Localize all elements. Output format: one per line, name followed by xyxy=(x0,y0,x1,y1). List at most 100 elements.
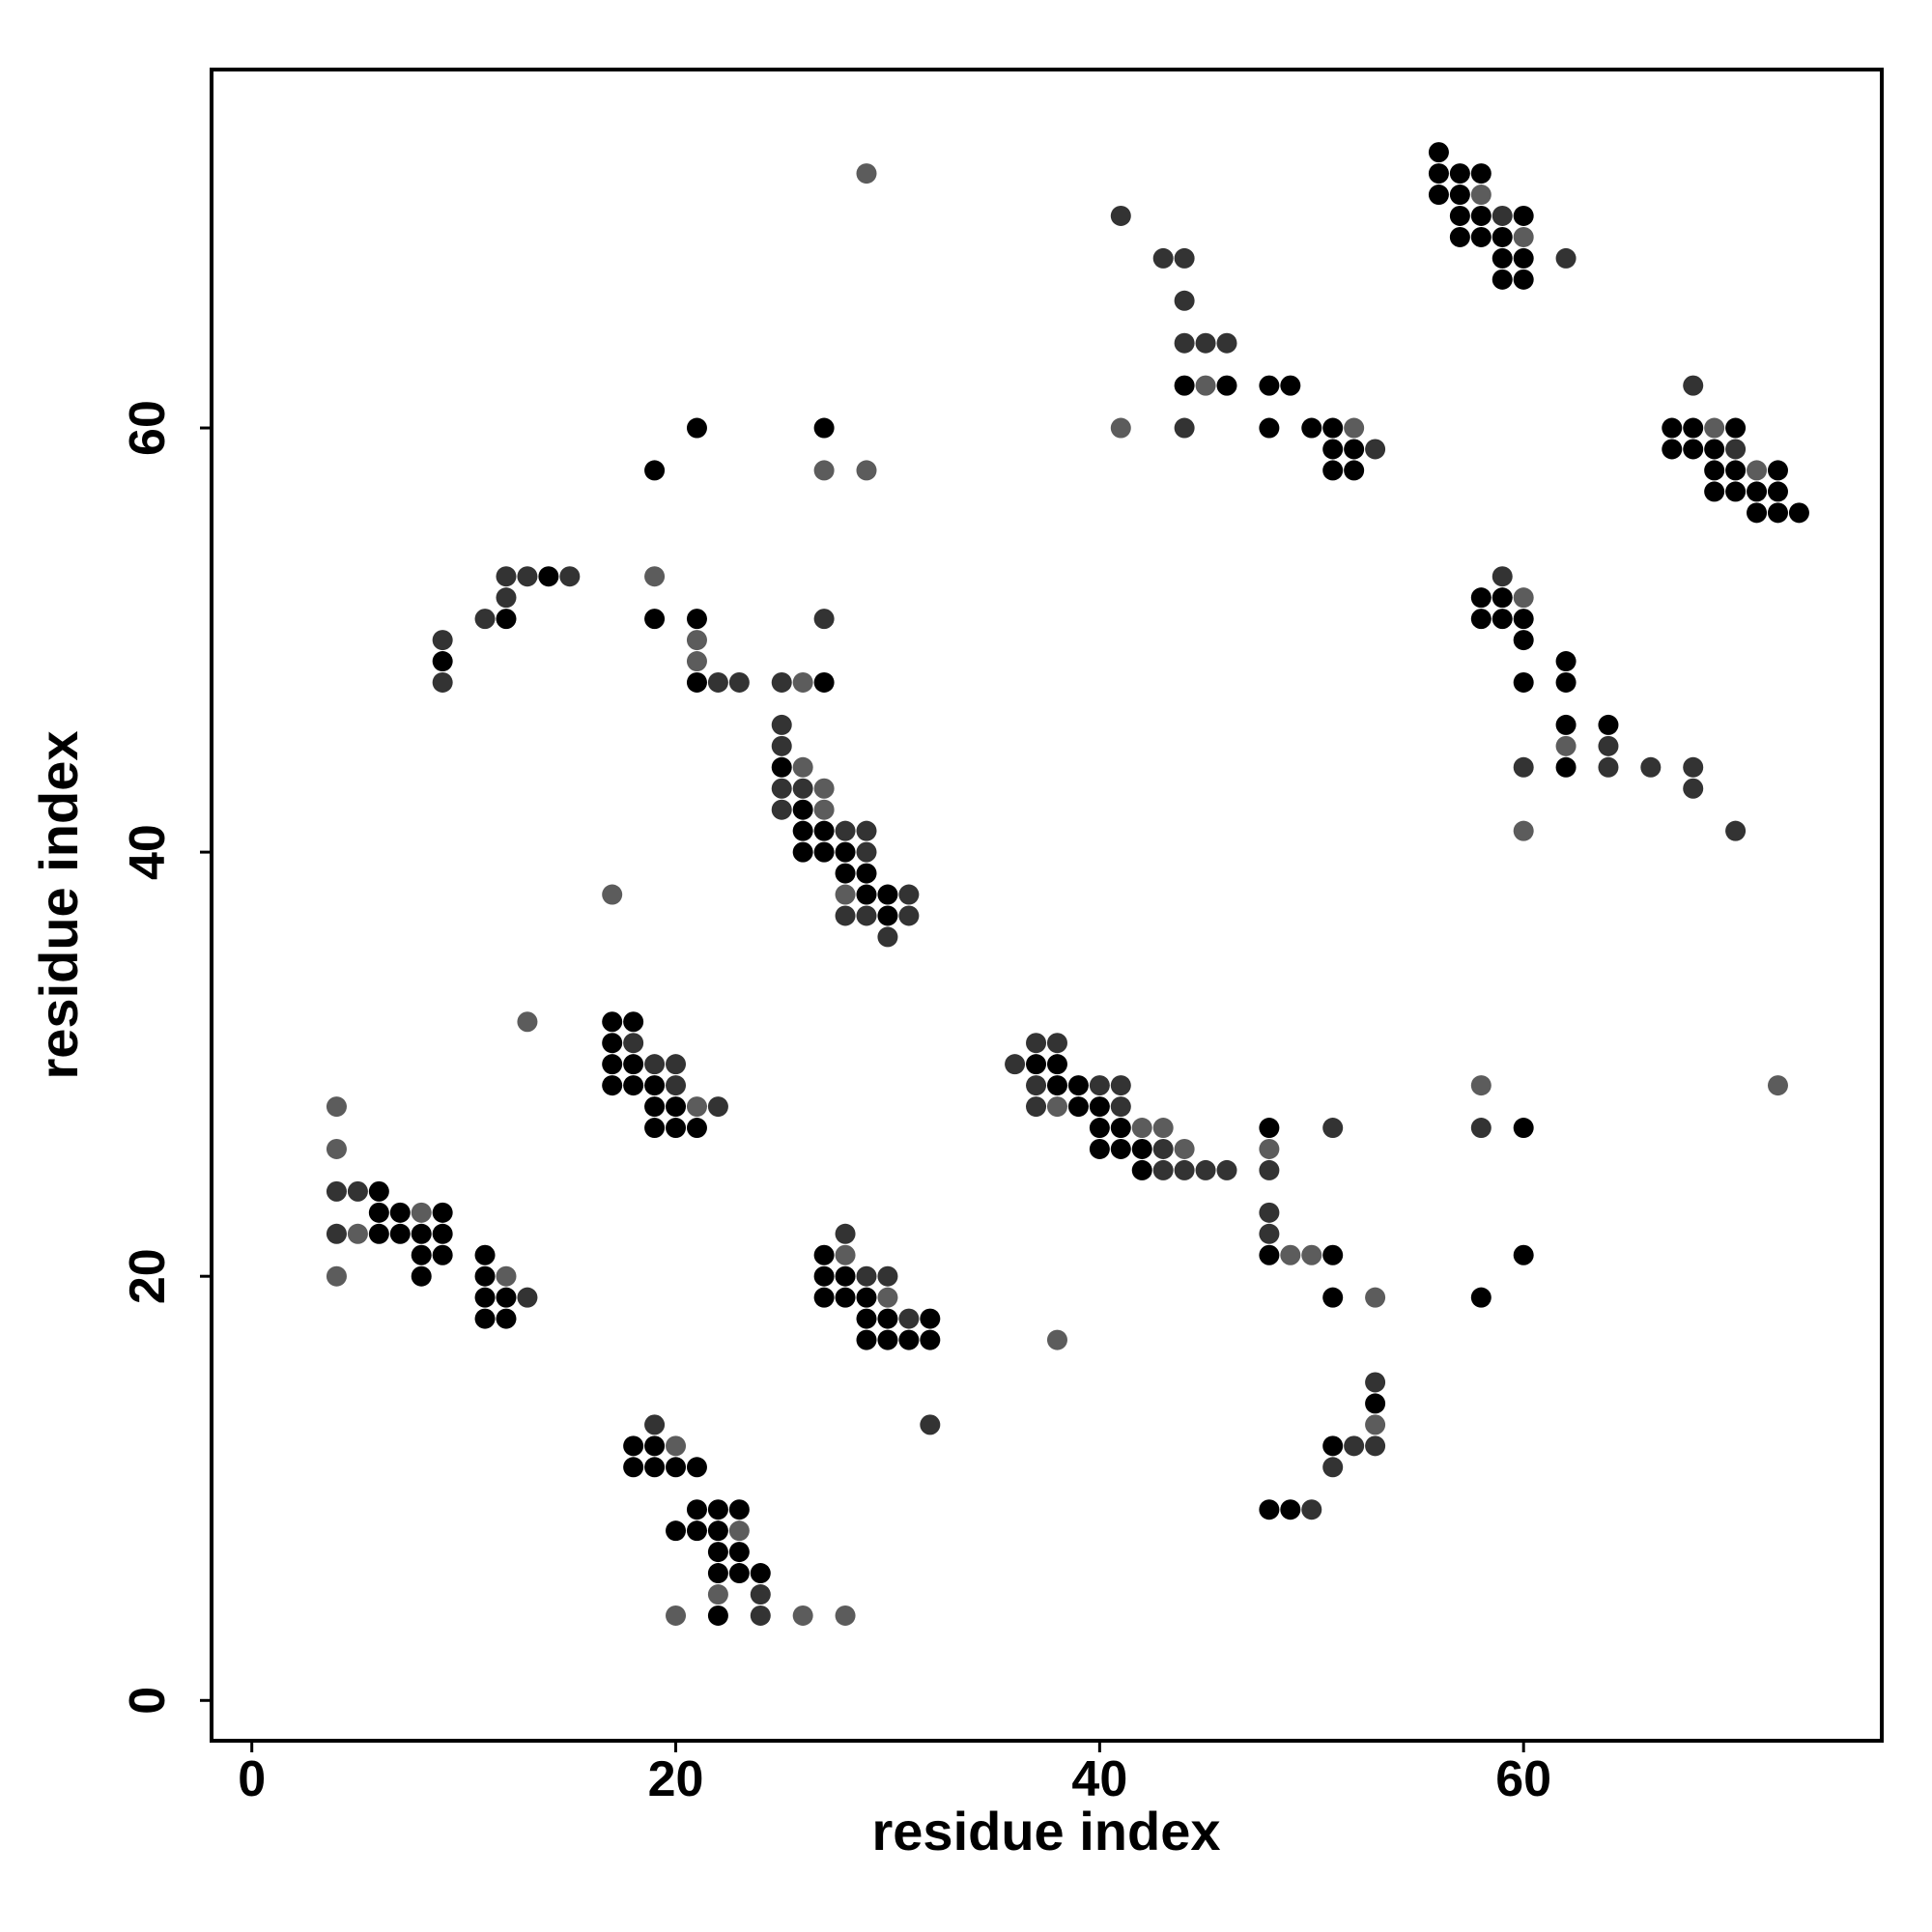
y-tick-label: 60 xyxy=(120,400,176,456)
contact-point xyxy=(707,1499,728,1520)
contact-point xyxy=(835,1265,856,1287)
contact-point xyxy=(856,1308,877,1329)
contact-point xyxy=(686,671,707,693)
contact-point xyxy=(707,1605,728,1626)
contact-point xyxy=(1704,460,1725,481)
contact-point xyxy=(666,1096,687,1118)
contact-point xyxy=(1174,417,1195,439)
contact-point xyxy=(771,671,792,693)
contact-point xyxy=(792,756,813,778)
contact-point xyxy=(666,1605,687,1626)
contact-point xyxy=(898,1329,920,1350)
contact-point xyxy=(474,609,496,630)
contact-point xyxy=(1767,481,1788,502)
contact-point xyxy=(1725,439,1747,460)
contact-point xyxy=(1259,1223,1280,1244)
contact-point xyxy=(1747,502,1768,524)
contact-point xyxy=(1662,417,1683,439)
contact-point xyxy=(474,1244,496,1265)
contact-point xyxy=(1598,735,1619,756)
x-axis-title: residue index xyxy=(871,1801,1220,1861)
contact-point xyxy=(835,1287,856,1308)
contact-point xyxy=(1365,1287,1386,1308)
contact-point xyxy=(1026,1033,1047,1054)
contact-point xyxy=(1259,1118,1280,1139)
contact-point xyxy=(1089,1138,1110,1159)
contact-point xyxy=(326,1138,347,1159)
contact-point xyxy=(856,460,877,481)
contact-point xyxy=(1513,630,1534,651)
contact-point xyxy=(728,1563,750,1584)
contact-point xyxy=(432,630,453,651)
contact-point xyxy=(707,671,728,693)
contact-point xyxy=(835,820,856,841)
contact-point xyxy=(666,1054,687,1075)
contact-point xyxy=(898,884,920,905)
contact-point xyxy=(835,1605,856,1626)
contact-point xyxy=(1216,332,1237,354)
contact-point xyxy=(1216,1159,1237,1180)
contact-point xyxy=(1259,375,1280,396)
contact-point xyxy=(1046,1096,1067,1118)
contact-point xyxy=(1344,1435,1365,1457)
contact-point xyxy=(792,1605,813,1626)
contact-point xyxy=(347,1180,368,1202)
contact-point xyxy=(1046,1033,1067,1054)
contact-point xyxy=(644,1457,666,1478)
contact-point xyxy=(1195,375,1216,396)
x-tick-label: 40 xyxy=(1071,1751,1127,1807)
contact-point xyxy=(750,1584,771,1605)
contact-point xyxy=(1259,1138,1280,1159)
contact-point xyxy=(1788,502,1809,524)
contact-point xyxy=(1365,1414,1386,1435)
contact-point xyxy=(877,905,898,926)
contact-point xyxy=(1131,1138,1152,1159)
contact-point xyxy=(1322,439,1344,460)
contact-point xyxy=(1046,1329,1067,1350)
contact-point xyxy=(623,1054,644,1075)
contact-point xyxy=(1152,1118,1174,1139)
contact-point xyxy=(1598,714,1619,735)
contact-point xyxy=(856,841,877,863)
contact-point xyxy=(1110,1096,1131,1118)
contact-point xyxy=(728,1499,750,1520)
contact-point xyxy=(1195,332,1216,354)
contact-point xyxy=(1428,185,1449,206)
contact-point xyxy=(411,1244,432,1265)
contact-point xyxy=(1428,163,1449,185)
contact-point xyxy=(1449,205,1470,226)
contact-point xyxy=(474,1308,496,1329)
contact-point xyxy=(856,820,877,841)
contact-point xyxy=(1704,417,1725,439)
contact-point xyxy=(1513,226,1534,247)
contact-point xyxy=(1725,820,1747,841)
contact-point xyxy=(1767,1075,1788,1096)
contact-point xyxy=(686,1499,707,1520)
contact-point xyxy=(686,630,707,651)
contact-point xyxy=(813,1287,835,1308)
contact-point xyxy=(1322,417,1344,439)
contact-point xyxy=(666,1118,687,1139)
contact-point xyxy=(644,566,666,587)
contact-point xyxy=(707,1542,728,1563)
contact-point xyxy=(368,1202,389,1223)
contact-point xyxy=(898,1308,920,1329)
contact-point xyxy=(686,609,707,630)
contact-point xyxy=(644,1414,666,1435)
contact-point xyxy=(1470,609,1492,630)
contact-point xyxy=(411,1202,432,1223)
contact-point xyxy=(496,566,517,587)
y-tick-label: 40 xyxy=(120,824,176,880)
contact-point xyxy=(326,1265,347,1287)
contact-point xyxy=(474,1265,496,1287)
contact-point xyxy=(1344,460,1365,481)
contact-point xyxy=(326,1223,347,1244)
contact-point xyxy=(496,1308,517,1329)
contact-point xyxy=(1428,142,1449,163)
contact-point xyxy=(920,1308,941,1329)
contact-point xyxy=(1683,375,1704,396)
contact-point xyxy=(602,1033,623,1054)
contact-point xyxy=(623,1435,644,1457)
contact-point xyxy=(1725,481,1747,502)
